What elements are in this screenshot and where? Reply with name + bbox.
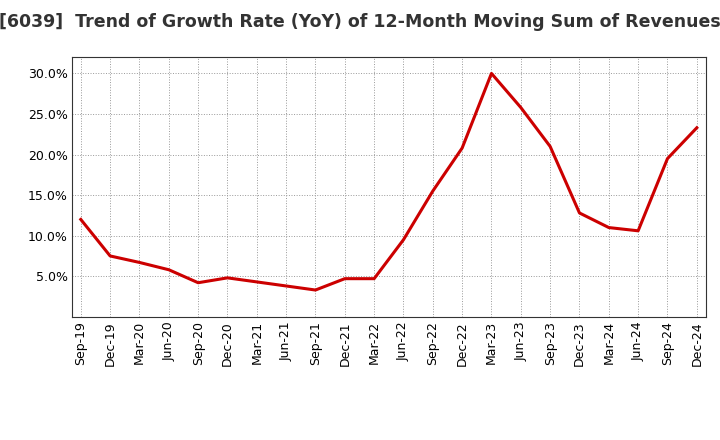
Text: [6039]  Trend of Growth Rate (YoY) of 12-Month Moving Sum of Revenues: [6039] Trend of Growth Rate (YoY) of 12-…	[0, 13, 720, 31]
